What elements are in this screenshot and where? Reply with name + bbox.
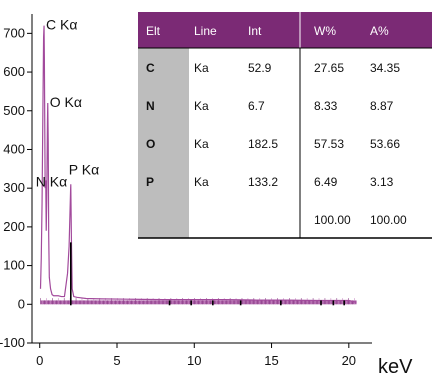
table-header-cell: W% — [314, 24, 336, 38]
x-axis-unit-label: keV — [378, 356, 413, 378]
table-cell: 8.87 — [370, 99, 394, 113]
peak-label: O Kα — [50, 94, 82, 110]
x-tick-label: 15 — [264, 353, 278, 368]
table-cell: 34.35 — [370, 61, 400, 75]
peak-label: P Kα — [69, 161, 99, 177]
table-header-row — [138, 12, 432, 48]
table-cell: 8.33 — [314, 99, 338, 113]
spectrum-line — [39, 25, 357, 303]
x-tick-label: 10 — [187, 353, 201, 368]
y-tick-label: 100 — [3, 258, 25, 273]
table-cell: 6.7 — [248, 99, 265, 113]
table-cell: Ka — [194, 99, 209, 113]
y-tick-label: 0 — [18, 296, 25, 311]
x-tick-label: 20 — [342, 353, 356, 368]
table-cell: Ka — [194, 137, 209, 151]
table-cell: P — [146, 175, 154, 189]
y-tick-labels: -100 0 100 200 300 400 500 600 700 — [0, 25, 25, 350]
composition-table: Elt Line Int W% A% C Ka 52.9 27.65 34.35 N Ka 6.7 8.3… — [138, 12, 432, 239]
y-tick-label: 500 — [3, 103, 25, 118]
y-tick-label: -100 — [0, 335, 25, 350]
table-cell: 182.5 — [248, 137, 278, 151]
peak-labels: C Kα N Kα O Kα P Kα — [36, 17, 99, 190]
y-tick-label: 200 — [3, 219, 25, 234]
table-header-cell: Elt — [146, 24, 161, 38]
y-tick-label: 600 — [3, 64, 25, 79]
peak-label: C Kα — [46, 17, 77, 33]
table-cell: 133.2 — [248, 175, 278, 189]
table-cell: 53.66 — [370, 137, 400, 151]
table-cell: C — [146, 61, 155, 75]
spectrum-layer — [39, 25, 357, 303]
table-header-cell: A% — [370, 24, 389, 38]
table-cell: 27.65 — [314, 61, 344, 75]
table-cell: Ka — [194, 175, 209, 189]
table-key-column — [138, 48, 189, 238]
peak-marker-lines — [69, 242, 345, 306]
table-header-cell: Int — [248, 24, 262, 38]
table-cell: O — [146, 137, 155, 151]
y-tick-label: 400 — [3, 141, 25, 156]
table-cell: N — [146, 99, 155, 113]
table-cell: 100.00 — [370, 213, 407, 227]
table-cell: 100.00 — [314, 213, 351, 227]
table-cell: 3.13 — [370, 175, 394, 189]
x-tick-label: 0 — [36, 353, 43, 368]
x-tick-labels: 0 5 10 15 20 — [36, 353, 356, 368]
table-cell: Ka — [194, 61, 209, 75]
y-tick-label: 300 — [3, 180, 25, 195]
x-tick-label: 5 — [113, 353, 120, 368]
table-cell: 6.49 — [314, 175, 338, 189]
table-header-cell: Line — [194, 24, 217, 38]
table-cell: 52.9 — [248, 61, 272, 75]
axes — [27, 14, 372, 348]
peak-label: N Kα — [36, 173, 67, 189]
y-tick-label: 700 — [3, 25, 25, 40]
table-cell: 57.53 — [314, 137, 344, 151]
